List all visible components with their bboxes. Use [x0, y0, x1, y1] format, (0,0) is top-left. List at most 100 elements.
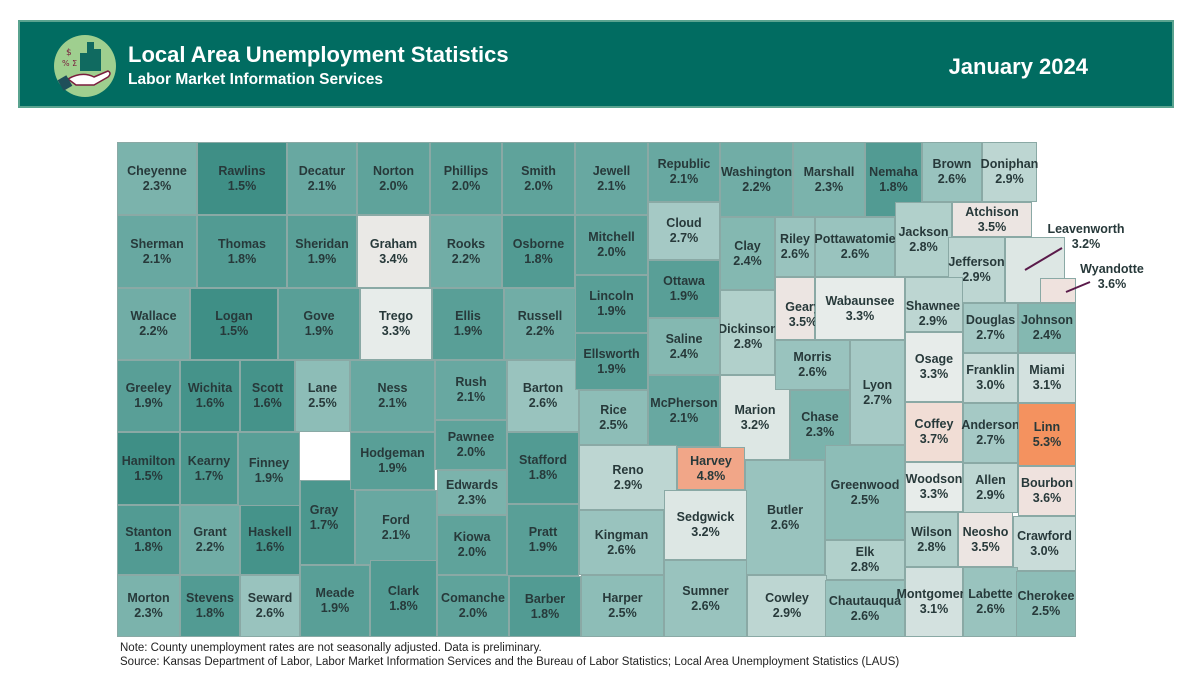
county-allen	[963, 463, 1018, 513]
county-sherman	[117, 215, 197, 288]
county-mitchell	[575, 215, 648, 275]
county-jackson	[895, 202, 952, 277]
county-mcpherson	[648, 375, 720, 447]
county-ellis	[432, 288, 504, 360]
county-cherokee	[1016, 571, 1076, 637]
county-gray	[300, 480, 355, 565]
county-phillips	[430, 142, 502, 215]
county-sheridan	[287, 215, 357, 288]
county-cheyenne	[117, 142, 197, 215]
county-pratt	[507, 504, 579, 576]
county-wilson	[905, 512, 958, 567]
page-subtitle: Labor Market Information Services	[128, 71, 383, 88]
county-riley	[775, 217, 815, 277]
county-barton	[507, 360, 579, 432]
county-greenwood	[825, 445, 905, 540]
svg-text:$: $	[66, 48, 72, 58]
wyandotte-callout-line	[1065, 281, 1091, 293]
county-edwards	[437, 470, 507, 515]
county-johnson	[1018, 303, 1076, 353]
county-reno	[579, 445, 677, 510]
county-trego	[360, 288, 432, 360]
header-banner: $ % Σ Local Area Unemployment Statistics…	[18, 20, 1174, 108]
county-lincoln	[575, 275, 648, 333]
county-comanche	[437, 575, 509, 637]
county-greeley	[117, 360, 180, 432]
county-neosho	[958, 512, 1013, 567]
county-pottawatomie	[815, 217, 895, 277]
county-seward	[240, 575, 300, 637]
county-pawnee	[435, 420, 507, 470]
county-scott	[240, 360, 295, 432]
county-haskell	[240, 505, 300, 575]
county-clay	[720, 217, 775, 290]
county-dickinson	[720, 290, 775, 375]
hand-holding-chart-icon: $ % Σ	[54, 35, 116, 97]
county-rawlins	[197, 142, 287, 215]
county-kiowa	[437, 515, 507, 575]
county-douglas	[963, 303, 1018, 353]
county-smith	[502, 142, 575, 215]
county-montgomery	[905, 567, 963, 637]
page-title: Local Area Unemployment Statistics	[128, 42, 509, 67]
county-grant	[180, 505, 240, 575]
county-ness	[350, 360, 435, 432]
county-morton	[117, 575, 180, 637]
county-meade	[300, 565, 370, 637]
county-kingman	[579, 510, 664, 575]
county-elk	[825, 540, 905, 580]
county-wallace	[117, 288, 190, 360]
county-harper	[581, 575, 664, 637]
county-stafford	[507, 432, 579, 504]
county-geary	[775, 277, 815, 340]
county-wichita	[180, 360, 240, 432]
county-miami	[1018, 353, 1076, 403]
county-shawnee	[905, 277, 963, 332]
county-cowley	[747, 575, 827, 637]
county-wabaunsee	[815, 277, 905, 340]
county-stanton	[117, 505, 180, 575]
leavenworth-callout-line	[1024, 247, 1063, 271]
county-saline	[648, 318, 720, 375]
county-franklin	[963, 353, 1018, 403]
county-harvey	[677, 447, 745, 490]
county-lyon	[850, 340, 905, 445]
county-marshall	[793, 142, 865, 217]
county-woodson	[905, 462, 963, 512]
county-rice	[579, 390, 648, 445]
county-sedgwick	[664, 490, 747, 560]
county-kearny	[180, 432, 238, 505]
footer-source: Source: Kansas Department of Labor, Labo…	[120, 656, 900, 668]
county-brown	[922, 142, 982, 202]
svg-text:% Σ: % Σ	[62, 59, 77, 68]
county-logan	[190, 288, 278, 360]
county-ford	[355, 490, 437, 565]
county-thomas	[197, 215, 287, 288]
county-osborne	[502, 215, 575, 288]
county-rush	[435, 360, 507, 420]
county-anderson	[963, 403, 1018, 463]
county-decatur	[287, 142, 357, 215]
footer-notes: Note: County unemployment rates are not …	[120, 641, 899, 669]
county-finney	[238, 432, 300, 510]
county-crawford	[1013, 516, 1076, 571]
county-osage	[905, 332, 963, 402]
county-rooks	[430, 215, 502, 288]
county-washington	[720, 142, 793, 217]
county-atchison	[952, 202, 1032, 237]
footer-note: Note: County unemployment rates are not …	[120, 642, 542, 654]
county-cloud	[648, 202, 720, 260]
county-labette	[963, 567, 1018, 637]
county-linn	[1018, 403, 1076, 466]
county-graham	[357, 215, 430, 288]
county-lane	[295, 360, 350, 432]
county-sumner	[664, 560, 747, 637]
county-ottawa	[648, 260, 720, 318]
county-russell	[504, 288, 576, 360]
county-coffey	[905, 402, 963, 462]
county-republic	[648, 142, 720, 202]
county-stevens	[180, 575, 240, 637]
county-barber	[509, 576, 581, 637]
county-norton	[357, 142, 430, 215]
county-chautauqua	[825, 580, 905, 637]
